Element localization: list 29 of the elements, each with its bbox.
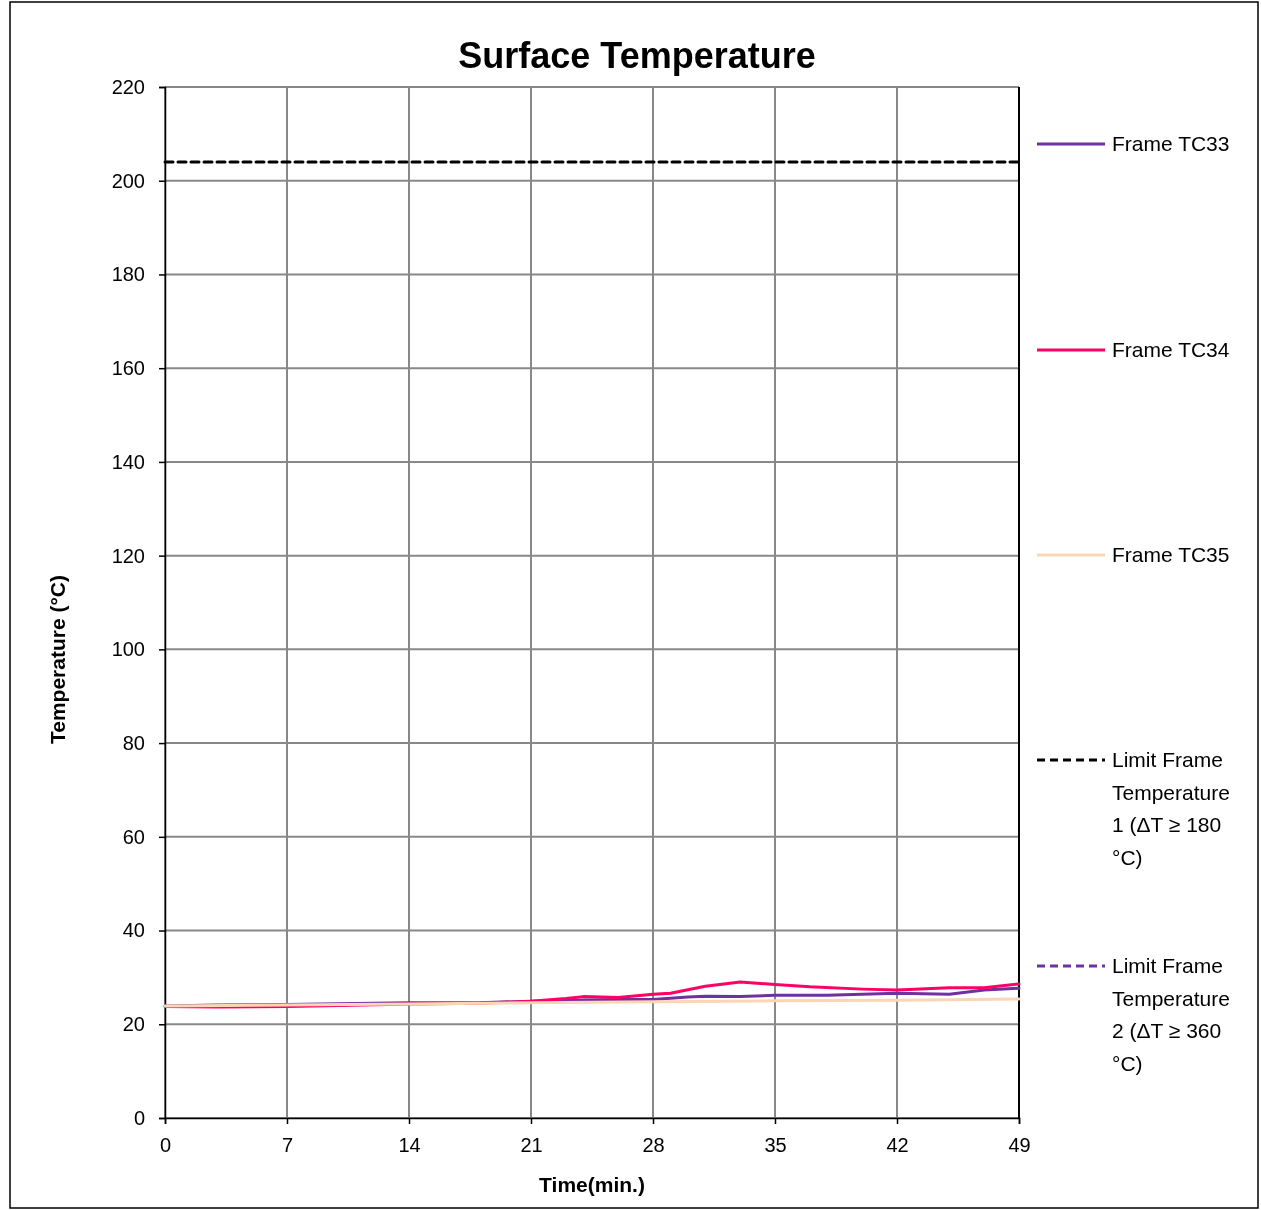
- y-tick-label: 180: [111, 263, 145, 286]
- legend-label: Frame TC34: [1112, 338, 1230, 361]
- chart-title: Surface Temperature: [458, 35, 816, 76]
- y-tick-label: 160: [111, 357, 145, 380]
- y-tick-label: 120: [111, 544, 145, 567]
- y-tick-label: 0: [133, 1106, 145, 1129]
- x-tick-label: 21: [520, 1134, 543, 1157]
- y-tick-label: 220: [111, 75, 145, 98]
- y-tick-label: 80: [122, 731, 145, 754]
- legend-label: Frame TC33: [1112, 132, 1230, 155]
- y-tick-label: 20: [122, 1013, 145, 1036]
- x-tick-label: 28: [642, 1134, 665, 1157]
- legend-label: Limit Frame Temperature 2 (ΔT ≥ 360 °C): [1112, 954, 1230, 1076]
- x-axis-title: Time(min.): [539, 1173, 645, 1196]
- x-tick-label: 14: [398, 1134, 421, 1157]
- y-tick-label: 140: [111, 450, 145, 473]
- x-tick-label: 35: [764, 1134, 787, 1157]
- x-tick-label: 49: [1008, 1134, 1031, 1157]
- x-tick-label: 42: [886, 1134, 909, 1157]
- line-series: [163, 997, 1021, 1008]
- legend-label: Limit Frame Temperature 1 (ΔT ≥ 180 °C): [1112, 748, 1230, 870]
- x-tick-label: 7: [281, 1134, 294, 1157]
- y-tick-label: 200: [111, 169, 145, 192]
- y-axis-title: Temperature (°C): [46, 574, 69, 745]
- legend-label: Frame TC35: [1112, 543, 1230, 566]
- y-tick-label: 40: [122, 919, 145, 942]
- y-tick-label: 60: [122, 825, 145, 848]
- y-tick-label: 100: [111, 638, 145, 661]
- x-tick-label: 0: [159, 1134, 172, 1157]
